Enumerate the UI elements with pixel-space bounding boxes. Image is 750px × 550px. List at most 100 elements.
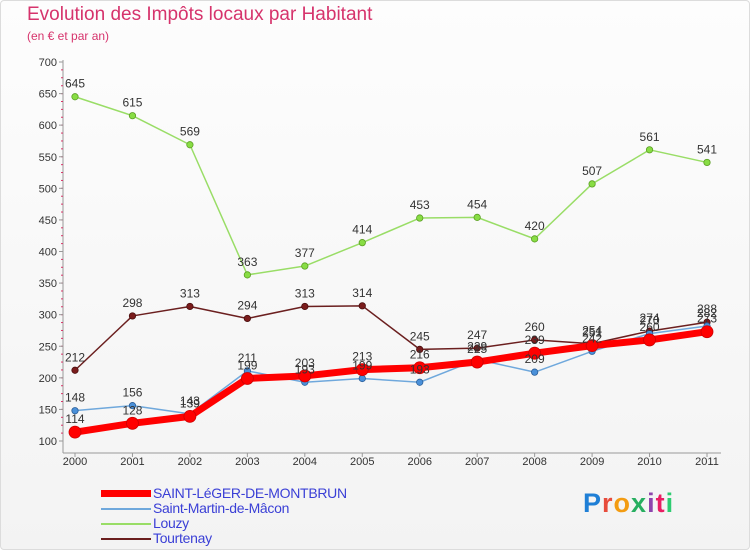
data-label-saint-martin: 156 [122,386,142,400]
data-label-saint-leger: 239 [525,333,545,347]
data-label-tourtenay: 288 [697,302,717,316]
data-point-tourtenay [416,345,424,354]
data-label-saint-leger: 213 [352,350,372,364]
y-tick-label: 250 [39,341,57,353]
data-point-saint-leger [183,409,197,423]
data-label-tourtenay: 313 [295,286,315,300]
data-label-louzy: 453 [410,198,430,212]
y-tick-label: 150 [39,404,57,416]
legend-swatch-tourtenay [101,538,151,540]
data-label-tourtenay: 247 [467,328,487,342]
data-label-saint-leger: 203 [295,356,315,370]
data-label-louzy: 420 [525,219,545,233]
data-label-tourtenay: 298 [122,296,142,310]
x-tick-label: 2004 [293,456,317,468]
x-tick-label: 2005 [350,456,374,468]
data-label-saint-martin: 193 [295,362,315,376]
data-point-saint-leger [298,369,312,383]
y-tick-label: 350 [39,278,57,290]
logo-letter: i [665,488,675,518]
data-label-saint-leger: 139 [180,396,200,410]
data-label-saint-martin: 209 [525,352,545,366]
data-label-saint-martin: 242 [582,331,602,345]
data-label-louzy: 561 [640,130,660,144]
y-tick-label: 200 [39,373,57,385]
x-tick-label: 2002 [178,456,202,468]
data-label-tourtenay: 254 [582,324,602,338]
data-label-saint-martin: 282 [697,306,717,320]
data-label-tourtenay: 313 [180,286,200,300]
data-label-tourtenay: 294 [237,298,257,312]
data-point-louzy [301,262,309,270]
data-point-louzy [128,112,137,120]
y-tick-label: 500 [39,183,57,195]
data-label-saint-leger: 216 [410,348,430,362]
data-point-tourtenay [473,344,481,352]
logo-letter: o [613,488,632,518]
data-label-louzy: 615 [122,96,142,110]
series-lines [68,93,714,439]
data-label-saint-leger: 260 [640,320,660,334]
logo-letter: i [647,488,656,518]
data-point-saint-leger [126,416,139,430]
y-tick-label: 400 [39,247,57,259]
logo-letter: x [631,488,648,518]
data-label-louzy: 363 [237,255,257,269]
data-point-louzy [531,235,539,243]
data-point-saint-martin [531,368,539,376]
y-tick-label: 600 [39,120,57,132]
data-point-tourtenay [71,366,79,374]
series-line-tourtenay [74,305,708,371]
data-point-tourtenay [128,312,137,320]
series-line-saint-leger [74,328,708,436]
data-label-tourtenay: 260 [525,320,545,334]
data-labels: 645 615 569 363 377 414 453 454 420 507 561 541 212 2… [65,77,717,426]
data-point-saint-leger [700,325,714,339]
data-point-saint-leger [470,355,484,369]
logo-letter: t [655,488,666,518]
data-point-saint-martin [416,378,424,386]
logo-letter: P [583,488,603,518]
data-point-saint-leger [643,333,656,347]
data-label-saint-martin: 229 [467,340,487,354]
data-point-louzy [358,239,366,247]
data-label-saint-martin: 199 [352,358,372,372]
data-label-saint-leger: 128 [122,403,142,417]
data-point-tourtenay [186,302,194,311]
data-point-tourtenay [531,336,539,344]
data-label-saint-leger: 225 [467,342,487,356]
x-tick-label: 2010 [637,456,661,468]
data-label-saint-martin: 148 [65,391,85,405]
data-label-saint-martin: 193 [410,362,430,376]
data-label-louzy: 569 [180,125,200,139]
y-tick-label: 100 [39,436,57,448]
chart-subtitle: (en € et par an) [27,29,110,43]
series-line-saint-martin [74,325,708,415]
data-point-tourtenay [243,314,251,323]
data-point-saint-leger [68,425,82,439]
x-tick-label: 2006 [407,456,431,468]
legend-label-tourtenay: Tourtenay [153,530,212,546]
x-tick-label: 2003 [235,456,259,468]
data-point-louzy [71,93,79,101]
data-point-saint-leger [585,339,599,353]
chart-title: Evolution des Impôts locaux par Habitant [27,4,373,25]
legend-label-saint-martin: Saint-Martin-de-Mâcon [153,500,290,516]
legend-swatch-saint-martin [101,508,151,510]
y-tick-label: 550 [39,152,57,164]
data-label-tourtenay: 314 [352,286,372,300]
data-label-saint-martin: 270 [640,314,660,328]
data-point-saint-martin [358,374,366,383]
data-point-saint-leger [240,372,254,385]
logo-letter: r [602,488,614,518]
data-label-tourtenay: 274 [640,311,660,325]
data-point-tourtenay [301,302,309,311]
data-point-saint-leger [413,361,427,375]
data-point-saint-martin [128,402,137,410]
data-point-tourtenay [358,302,366,310]
data-point-saint-leger [355,363,369,377]
data-point-louzy [243,271,251,279]
data-point-louzy [416,214,424,222]
data-label-tourtenay: 245 [410,329,430,343]
